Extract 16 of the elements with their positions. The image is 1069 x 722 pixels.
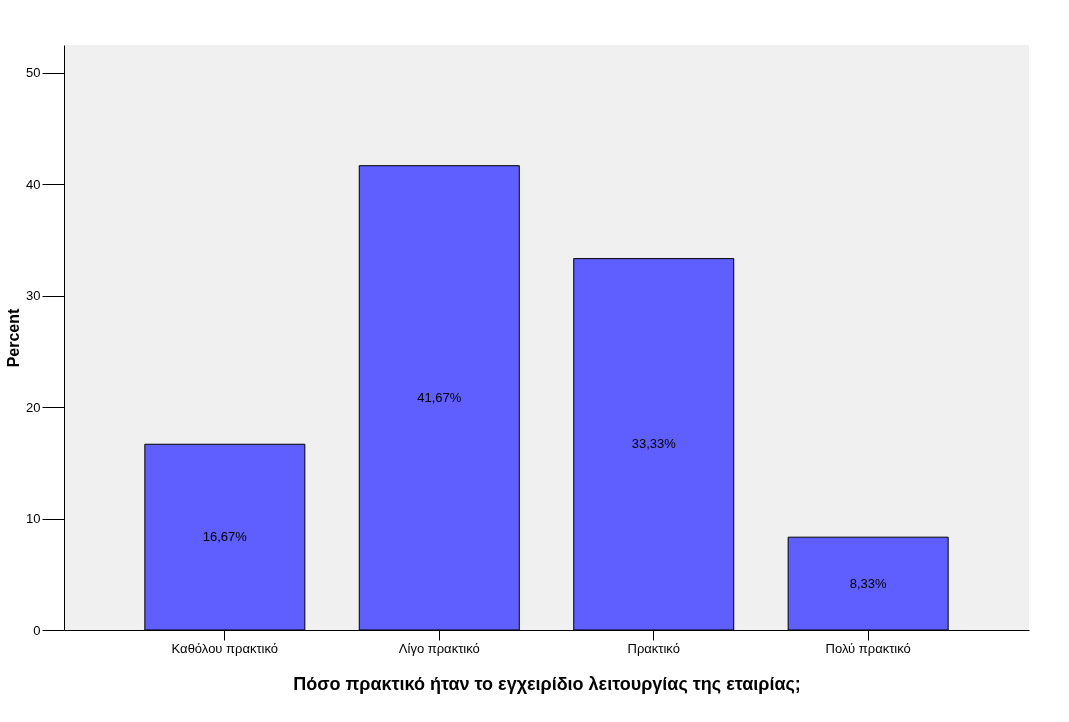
data-label: 8,33% bbox=[849, 575, 888, 591]
y-tick-label: 50 bbox=[26, 65, 41, 81]
y-tick-label: 0 bbox=[33, 622, 41, 638]
y-tick-label: 40 bbox=[26, 176, 41, 192]
y-axis-title: Percent bbox=[5, 307, 23, 368]
x-tick-label: Καθόλου πρακτικό bbox=[171, 640, 279, 656]
x-tick-label: Πολύ πρακτικό bbox=[825, 640, 911, 656]
data-label: 16,67% bbox=[202, 529, 248, 545]
data-label: 33,33% bbox=[631, 436, 677, 452]
y-tick-label: 30 bbox=[26, 288, 41, 304]
x-tick-label: Πρακτικό bbox=[627, 640, 680, 656]
x-tick-label: Λίγο πρακτικό bbox=[398, 640, 480, 656]
y-tick-label: 20 bbox=[26, 399, 41, 415]
data-label: 41,67% bbox=[417, 389, 462, 405]
y-tick-label: 10 bbox=[26, 511, 41, 527]
x-axis-title: Πόσο πρακτικό ήταν το εγχειρίδιο λειτουργίας της εταιρίας; bbox=[293, 673, 801, 694]
